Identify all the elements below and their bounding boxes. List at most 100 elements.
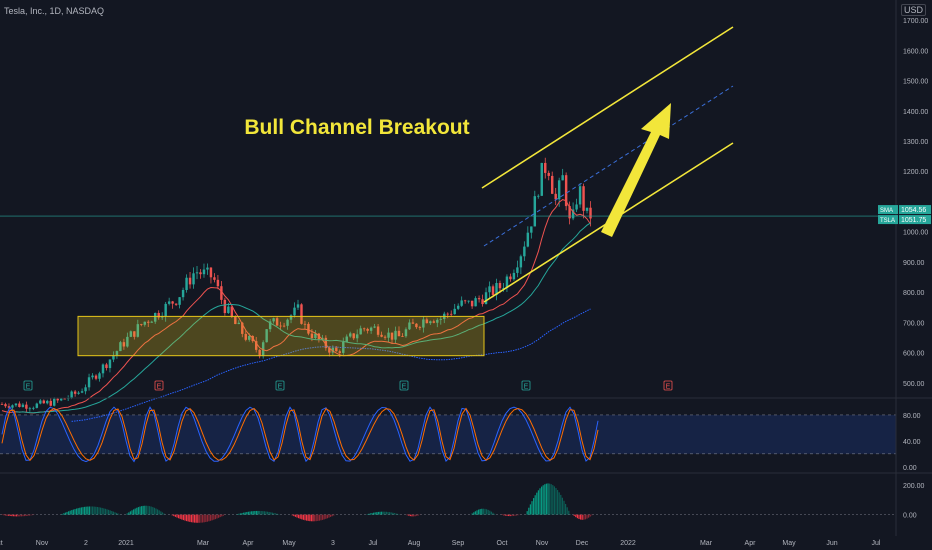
price-tick-label: 1400.00 bbox=[903, 109, 928, 116]
x-tick-label: 2 bbox=[84, 540, 88, 547]
candle-body bbox=[484, 292, 488, 305]
hist-bar bbox=[265, 511, 267, 515]
candle-body bbox=[105, 364, 108, 369]
hist-bar bbox=[568, 510, 570, 515]
hist-bar bbox=[561, 497, 563, 515]
hist-bar bbox=[98, 507, 100, 515]
candle-body bbox=[540, 162, 543, 196]
hist-bar bbox=[260, 511, 262, 515]
candle-body bbox=[331, 347, 335, 353]
hist-bar bbox=[576, 514, 578, 519]
hist-bar bbox=[473, 512, 475, 515]
symbol-header: Tesla, Inc., 1D, NASDAQ bbox=[4, 6, 105, 16]
candle-body bbox=[324, 337, 328, 349]
candle-body bbox=[171, 301, 174, 304]
hist-bar bbox=[238, 513, 240, 515]
candle-body bbox=[94, 375, 98, 379]
hist-bar bbox=[142, 505, 144, 515]
hist-bar bbox=[3, 514, 5, 516]
candle-body bbox=[241, 322, 244, 334]
price-tick-label: 1000.00 bbox=[903, 230, 928, 237]
candle-body bbox=[119, 342, 122, 352]
hist-bar bbox=[487, 509, 489, 515]
hist-bar bbox=[82, 507, 84, 515]
candle-body bbox=[147, 321, 150, 323]
currency-badge[interactable]: USD bbox=[900, 4, 926, 16]
hist-bar bbox=[580, 514, 582, 520]
candle-body bbox=[349, 333, 352, 337]
candle-body bbox=[254, 341, 258, 350]
candle-body bbox=[80, 391, 84, 393]
hist-bar bbox=[92, 506, 94, 515]
hist-bar bbox=[64, 512, 66, 515]
hist-bar bbox=[474, 511, 476, 515]
hist-bar bbox=[241, 513, 243, 515]
hist-bar bbox=[103, 508, 105, 515]
candle-body bbox=[575, 204, 578, 210]
hist-bar bbox=[484, 508, 486, 515]
candle-body bbox=[101, 364, 105, 374]
earnings-marker-box bbox=[154, 380, 164, 391]
candle-body bbox=[42, 400, 46, 404]
hist-bar bbox=[517, 514, 519, 516]
candle-body bbox=[35, 403, 39, 408]
hist-bar bbox=[109, 510, 111, 515]
price-badge-value-bg bbox=[899, 215, 931, 225]
stoch-rsi-pane bbox=[0, 406, 896, 463]
hist-bar bbox=[586, 514, 588, 519]
hist-bar bbox=[395, 513, 397, 515]
candle-body bbox=[477, 298, 481, 300]
earnings-marker-label: E bbox=[157, 384, 162, 391]
hist-bar bbox=[141, 506, 143, 515]
candle-body bbox=[129, 331, 133, 337]
hist-bar bbox=[218, 514, 220, 518]
hist-bar bbox=[331, 514, 333, 517]
candle-body bbox=[181, 289, 185, 298]
hist-bar bbox=[252, 511, 254, 515]
hist-bar bbox=[9, 514, 11, 516]
candle-body bbox=[390, 332, 394, 340]
hist-bar bbox=[536, 492, 538, 515]
candle-body bbox=[0, 404, 4, 405]
hist-bar bbox=[161, 512, 163, 515]
candle-body bbox=[202, 269, 206, 275]
hist-bar bbox=[206, 514, 208, 522]
price-tick-label: 800.00 bbox=[903, 290, 925, 297]
hist-bar bbox=[114, 512, 116, 515]
candle-body bbox=[519, 256, 523, 268]
candle-body bbox=[512, 272, 516, 280]
hist-bar bbox=[531, 501, 533, 515]
candle-body bbox=[261, 342, 265, 357]
stoch-k-line bbox=[1, 406, 599, 463]
hist-bar bbox=[376, 512, 378, 515]
candle-body bbox=[178, 297, 181, 305]
hist-bar bbox=[317, 514, 319, 521]
hist-bar bbox=[504, 514, 506, 516]
candle-body bbox=[21, 404, 25, 407]
hist-bar bbox=[306, 514, 308, 521]
candle-body bbox=[359, 328, 362, 335]
hist-bar bbox=[84, 506, 86, 515]
candle-body bbox=[547, 172, 550, 176]
candle-body bbox=[286, 319, 289, 326]
candle-body bbox=[293, 307, 296, 316]
hist-bar bbox=[414, 514, 416, 517]
hist-bar bbox=[106, 509, 108, 515]
hist-bar bbox=[20, 514, 22, 517]
hist-bar bbox=[17, 514, 19, 517]
hist-bar bbox=[126, 513, 128, 515]
candle-body bbox=[164, 303, 167, 317]
hist-bar bbox=[479, 509, 481, 515]
hist-bar bbox=[101, 507, 103, 515]
hist-bar bbox=[369, 513, 371, 515]
candle-body bbox=[122, 342, 126, 347]
hist-bar bbox=[553, 486, 555, 515]
hist-bar bbox=[243, 512, 245, 515]
earnings-marker-label: E bbox=[26, 384, 31, 391]
x-tick-label: 3 bbox=[331, 540, 335, 547]
candle-body bbox=[59, 398, 63, 401]
hist-bar bbox=[87, 506, 89, 515]
hist-bar bbox=[389, 512, 391, 515]
stoch-d-line bbox=[1, 407, 599, 462]
osc-tick-label: 40.00 bbox=[903, 439, 921, 446]
